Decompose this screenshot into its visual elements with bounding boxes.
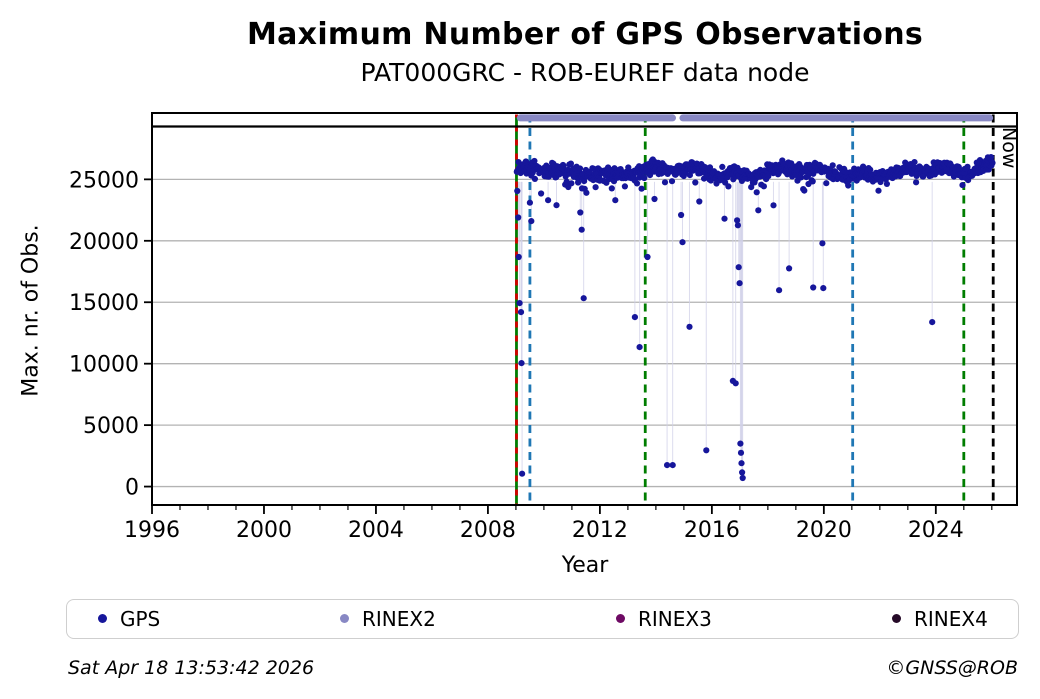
now-line-label: Now xyxy=(998,127,1020,169)
rinex3-marker-icon xyxy=(616,614,625,623)
rinex4-marker-icon xyxy=(892,614,901,623)
svg-text:2000: 2000 xyxy=(236,518,292,543)
svg-text:2024: 2024 xyxy=(908,518,964,543)
svg-text:0: 0 xyxy=(125,476,139,501)
svg-text:15000: 15000 xyxy=(69,291,139,316)
legend-item-gps: GPS xyxy=(98,600,160,637)
svg-text:2020: 2020 xyxy=(796,518,852,543)
chart-subtitle: PAT000GRC - ROB-EUREF data node xyxy=(360,58,810,87)
svg-text:2016: 2016 xyxy=(684,518,740,543)
chart-title: Maximum Number of GPS Observations xyxy=(246,17,924,52)
rinex2-marker-icon xyxy=(340,614,349,623)
legend-label-rinex2: RINEX2 xyxy=(362,606,436,631)
timestamp-text: Sat Apr 18 13:53:42 2026 xyxy=(68,657,315,679)
x-axis-label: Year xyxy=(561,553,609,578)
legend-item-rinex3: RINEX3 xyxy=(616,600,712,637)
legend-item-rinex4: RINEX4 xyxy=(892,600,988,637)
legend-item-rinex2: RINEX2 xyxy=(340,600,436,637)
gps-marker-icon xyxy=(98,614,107,623)
svg-text:2008: 2008 xyxy=(460,518,516,543)
svg-text:2004: 2004 xyxy=(348,518,404,543)
svg-text:25000: 25000 xyxy=(69,168,139,193)
credit-text: ©GNSS@ROB xyxy=(886,657,1018,679)
svg-text:2012: 2012 xyxy=(572,518,628,543)
y-axis-label: Max. nr. of Obs. xyxy=(18,224,44,397)
svg-text:1996: 1996 xyxy=(124,518,180,543)
legend: GPS RINEX2 RINEX3 RINEX4 xyxy=(66,599,1019,639)
legend-label-rinex4: RINEX4 xyxy=(914,606,988,631)
svg-text:20000: 20000 xyxy=(69,230,139,255)
legend-label-gps: GPS xyxy=(120,606,161,631)
legend-label-rinex3: RINEX3 xyxy=(638,606,712,631)
svg-text:10000: 10000 xyxy=(69,353,139,378)
svg-text:5000: 5000 xyxy=(83,414,139,439)
